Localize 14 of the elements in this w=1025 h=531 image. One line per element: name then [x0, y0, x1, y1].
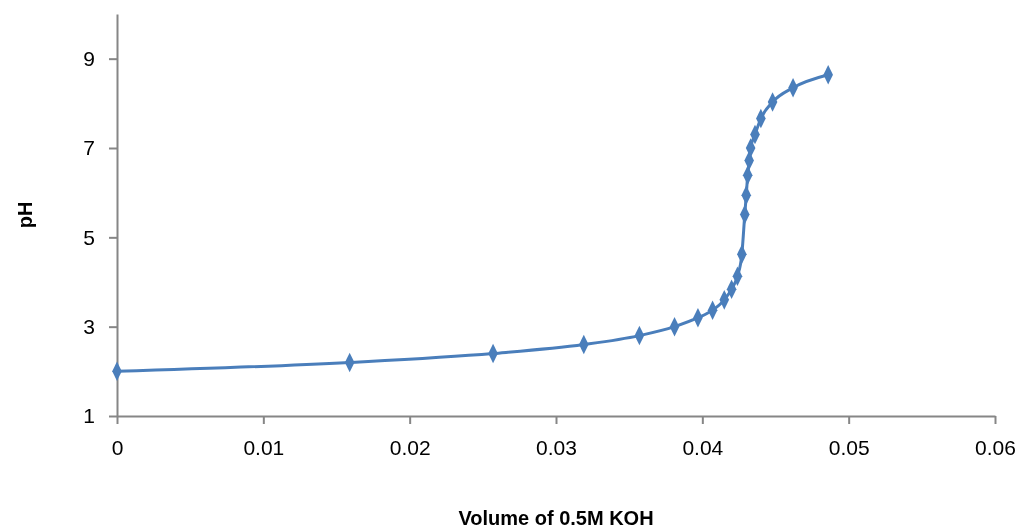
x-axis-title: Volume of 0.5M KOH [458, 507, 654, 529]
x-tick-label: 0.02 [389, 435, 431, 459]
x-tick-label: 0.04 [682, 435, 724, 459]
y-tick-label: 9 [83, 46, 95, 70]
y-axis-title: pH [14, 201, 36, 229]
x-tick-label: 0.06 [975, 435, 1016, 459]
x-tick-label: 0.05 [828, 435, 870, 459]
y-tick-label: 7 [83, 136, 95, 160]
y-tick-label: 3 [83, 314, 95, 338]
x-tick-label: 0.01 [243, 435, 285, 459]
x-tick-label: 0 [111, 435, 124, 459]
y-tick-label: 1 [83, 404, 95, 428]
y-tick-label: 5 [83, 225, 95, 249]
x-tick-label: 0.03 [536, 435, 577, 459]
